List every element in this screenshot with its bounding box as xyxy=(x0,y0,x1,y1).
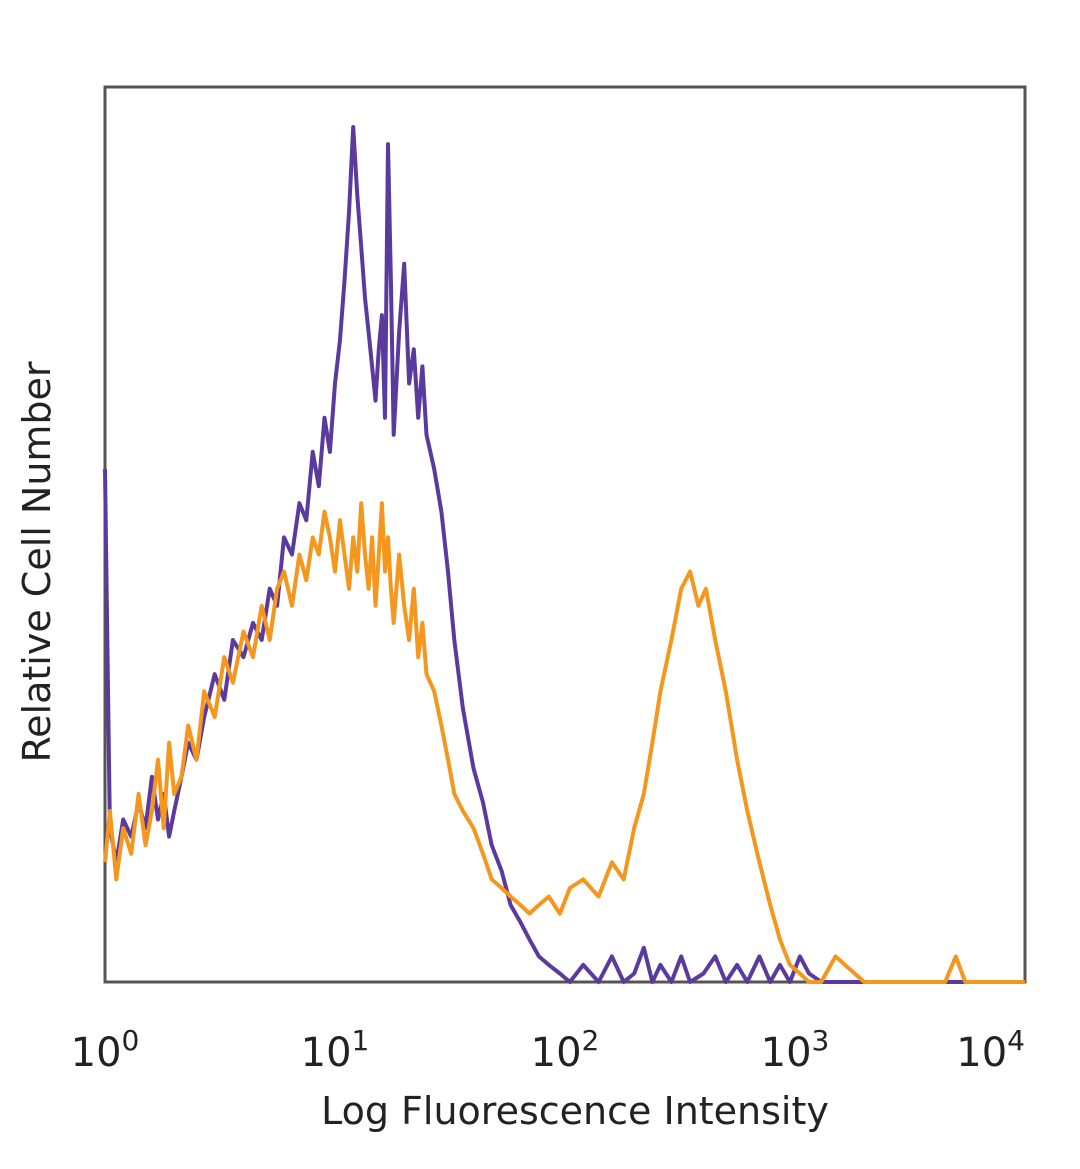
x-tick-label: 100 xyxy=(71,1024,140,1076)
series-line-2 xyxy=(103,501,1025,984)
x-axis-label: Log Fluorescence Intensity xyxy=(321,1089,829,1133)
plot-frame xyxy=(103,85,1027,984)
x-tick-label: 101 xyxy=(301,1024,370,1076)
series-line-1 xyxy=(103,125,1025,984)
x-tick-label: 103 xyxy=(761,1024,830,1076)
x-tick-label: 102 xyxy=(531,1024,600,1076)
y-axis-label: Relative Cell Number xyxy=(15,361,59,762)
x-tick-label: 104 xyxy=(956,1024,1025,1076)
series-layer xyxy=(103,125,1025,984)
x-tick-labels: 100 101 102 103 104 xyxy=(71,1024,1025,1076)
